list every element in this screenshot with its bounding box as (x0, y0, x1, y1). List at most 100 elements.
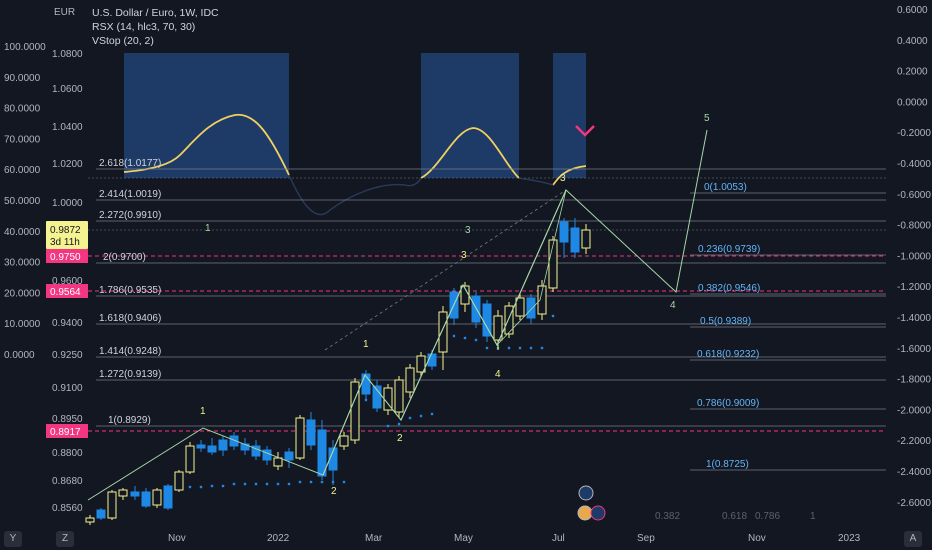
price-axis-tick: 1.0600 (52, 84, 83, 95)
right-axis-tick: 0.0000 (897, 97, 928, 108)
price-axis-tick: 1.0400 (52, 122, 83, 133)
candle-body (251, 445, 261, 457)
wave-label-1b: 1 (363, 339, 369, 350)
left-axis-tick: 20.0000 (4, 288, 41, 299)
right-axis-tick: -0.2000 (897, 128, 931, 139)
price-axis-tick: 0.9600 (52, 276, 83, 287)
vstop-dot (419, 414, 423, 418)
auto-scale-button[interactable]: A (904, 531, 922, 547)
event-icon-earnings[interactable] (578, 485, 594, 501)
time-axis-tick: Sep (637, 533, 655, 544)
right-axis-tick: -2.6000 (897, 498, 931, 509)
symbol-title[interactable]: U.S. Dollar / Euro, 1W, IDC (92, 7, 219, 19)
zoom-button[interactable]: Z (56, 531, 74, 547)
vstop-dot (342, 480, 346, 484)
level-badge (46, 284, 88, 298)
vstop-dot (551, 314, 555, 318)
candle-body (207, 445, 217, 453)
left-axis-tick: 0.0000 (4, 350, 35, 361)
fib-bottom-marker: 0.786 (755, 511, 780, 522)
fib-bottom-markers: 0.382 0.618 0.786 1 (655, 511, 816, 522)
vstop-dot (474, 338, 478, 342)
left-axis-tick: 60.0000 (4, 165, 41, 176)
level-badge-text: 0.9564 (50, 287, 81, 298)
vstop-dot (397, 422, 401, 426)
time-axis[interactable]: Nov 2022 Mar May Jul Sep Nov 2023 (168, 533, 861, 544)
candle-body (559, 221, 569, 243)
rsx-line (123, 113, 587, 186)
vstop-dot (243, 482, 247, 486)
candlesticks (85, 218, 591, 525)
candle-body (284, 451, 294, 461)
time-axis-tick: Jul (552, 533, 565, 544)
vstop-dot (309, 480, 313, 484)
candle-body (570, 227, 580, 253)
vstop-indicator-legend[interactable]: VStop (20, 2) (92, 35, 154, 47)
candle-body (416, 355, 426, 373)
vstop-dot (507, 346, 511, 350)
elliott-wave-inner (400, 189, 567, 421)
vstop-dot (518, 346, 522, 350)
event-icon-news[interactable] (577, 505, 593, 521)
rsx-indicator-legend[interactable]: RSX (14, hlc3, 70, 30) (92, 21, 196, 33)
right-axis-tick: -1.8000 (897, 375, 931, 386)
wave-label-4b: 4 (670, 300, 676, 311)
candle-body (548, 239, 558, 289)
wave-label-2b: 2 (397, 433, 403, 444)
candle-body (350, 381, 360, 441)
rsx-overbought-zone-3 (553, 53, 586, 178)
right-axis-tick: 0.4000 (897, 36, 928, 47)
left-axis-tick: 100.0000 (4, 42, 46, 53)
fib-retracement-label: 0.5(0.9389) (700, 316, 751, 327)
fib-extension-labels: 2.618(1.0177) 2.414(1.0019) 2.272(0.9910) 2… (99, 158, 161, 426)
wave-label-2a: 2 (331, 486, 337, 497)
left-axis-tick: 40.0000 (4, 227, 41, 238)
right-axis-tick: -1.2000 (897, 282, 931, 293)
level-badge (46, 249, 88, 263)
price-axis-tick: 1.0800 (52, 49, 83, 60)
candle-body (427, 353, 437, 367)
left-axis-tick: 10.0000 (4, 319, 41, 330)
candle-body (273, 457, 283, 467)
right-axis[interactable]: 0.6000 0.4000 0.2000 0.0000 -0.2000 -0.4000 -0… (897, 5, 931, 509)
vstop-dot (540, 346, 544, 350)
vstop-dot (485, 346, 489, 350)
price-axis-tick: 0.9250 (52, 350, 83, 361)
projection-trendline (324, 189, 567, 351)
rsx-overbought-zone-1 (124, 53, 289, 178)
vstop-dot (408, 416, 412, 420)
price-axis[interactable]: 1.0800 1.0600 1.0400 1.0200 1.0000 0.9600 0.94… (52, 49, 83, 514)
left-axis[interactable]: 100.0000 90.0000 80.0000 70.0000 60.0000 50.0… (4, 42, 88, 438)
candle-body (471, 295, 481, 323)
price-axis-tick: 0.9400 (52, 318, 83, 329)
fib-retracement-labels: 0(1.0053) 0.236(0.9739) 0.382(0.9546) 0.5(0… (697, 182, 760, 470)
vstop-dot (452, 334, 456, 338)
candle-body (295, 417, 305, 459)
time-axis-tick: Mar (365, 533, 383, 544)
fib-retracement-label: 0.382(0.9546) (698, 283, 760, 294)
right-axis-tick: -2.4000 (897, 467, 931, 478)
fib-extension-label: 2.618(1.0177) (99, 158, 161, 169)
candle-body (515, 297, 525, 317)
vstop-dot (529, 346, 533, 350)
fib-retracement-label: 0.618(0.9232) (697, 349, 759, 360)
candle-body (306, 419, 316, 446)
left-axis-tick: 50.0000 (4, 196, 41, 207)
wave-label-3b: 3 (560, 173, 566, 184)
event-icon-calendar[interactable] (590, 505, 606, 521)
price-axis-tick: 0.8950 (52, 414, 83, 425)
candle-body (174, 471, 184, 491)
candle-body (438, 311, 448, 353)
price-axis-tick: 0.9100 (52, 383, 83, 394)
fib-bottom-marker: 0.382 (655, 511, 680, 522)
candle-body (328, 447, 338, 471)
fib-retracement-label: 0.236(0.9739) (698, 244, 760, 255)
vstop-dot (386, 424, 390, 428)
right-axis-tick: -2.2000 (897, 436, 931, 447)
candle-body (141, 491, 151, 507)
scale-toggle-button[interactable]: Y (4, 531, 22, 547)
candle-body (394, 379, 404, 413)
candle-body (581, 229, 591, 249)
candle-body (185, 445, 195, 473)
